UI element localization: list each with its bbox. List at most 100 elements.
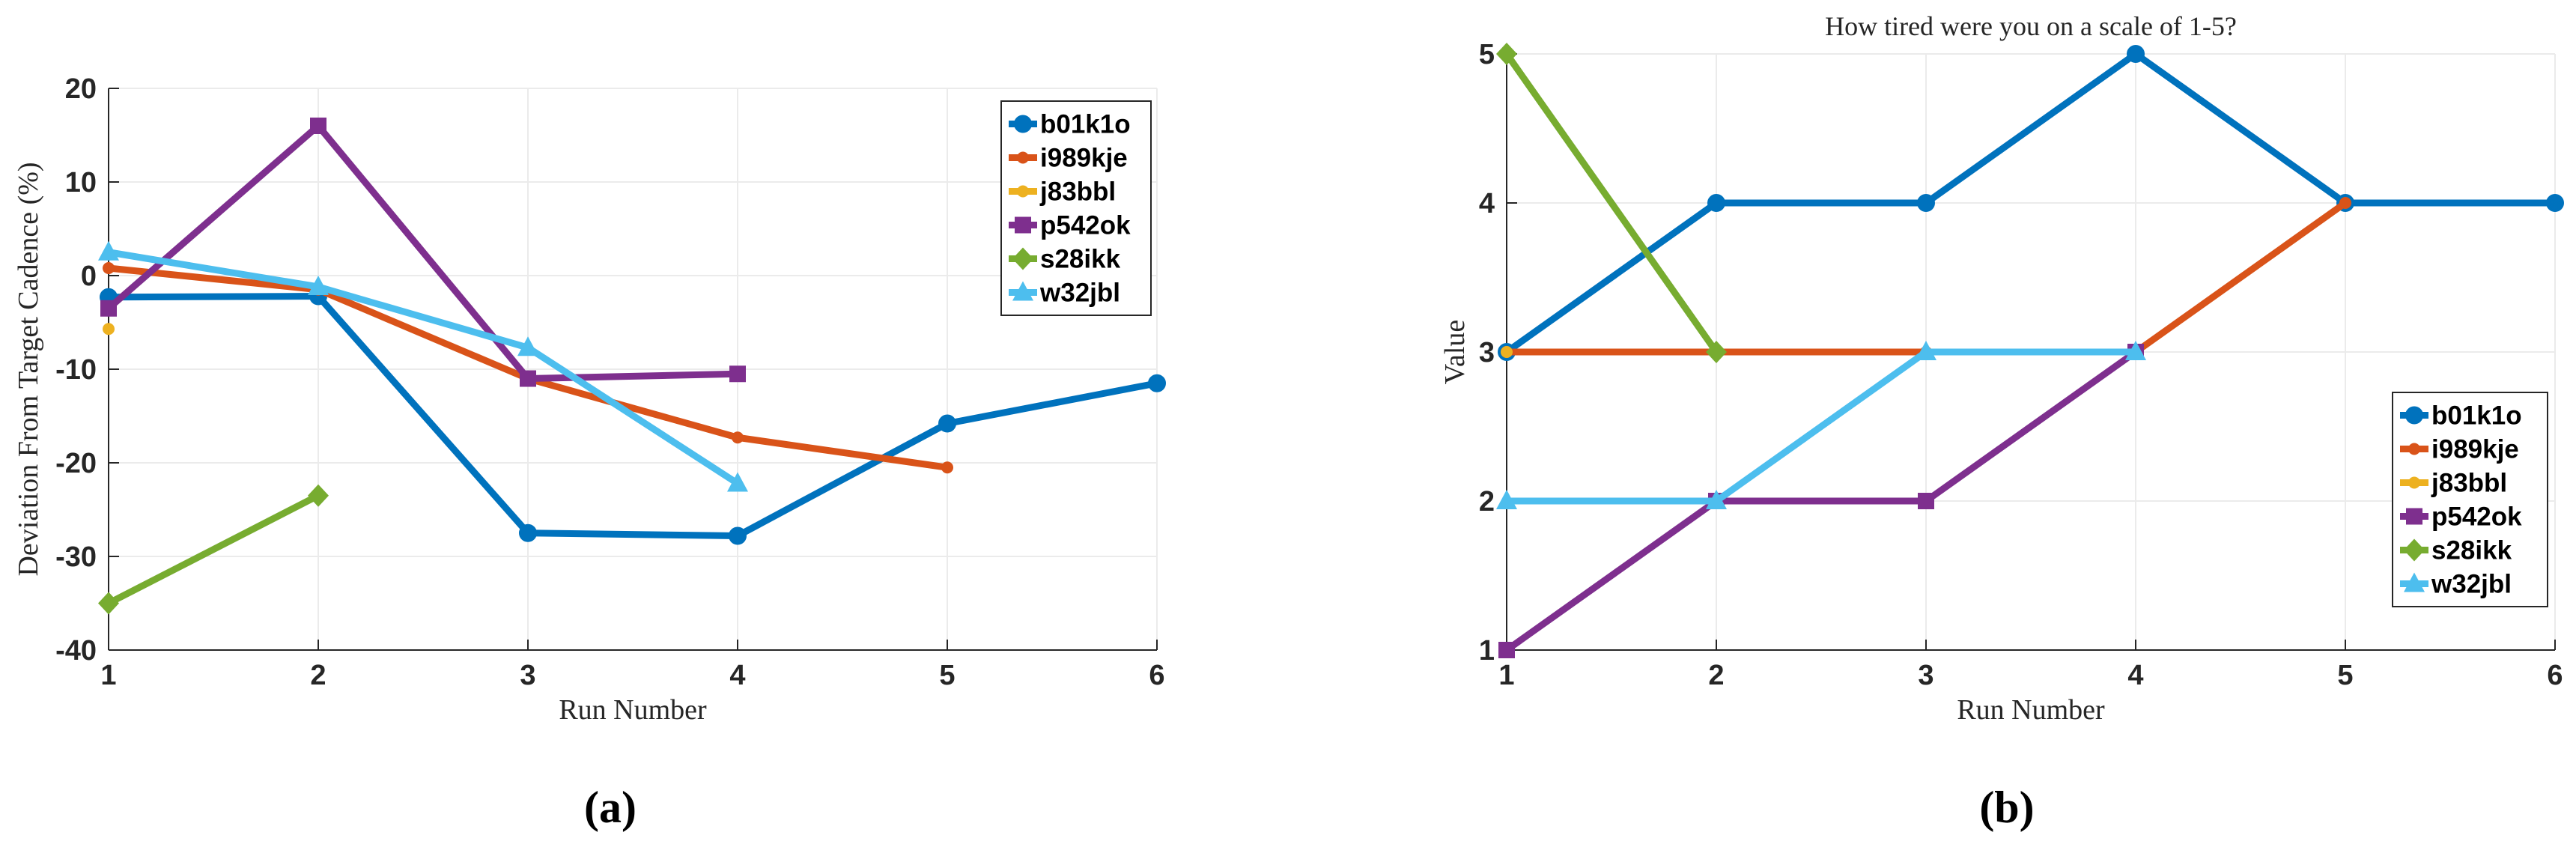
chart-b-series-b01k1o-point-4 <box>2127 45 2145 63</box>
chart-b-legend-item-p542ok-marker <box>2406 508 2422 525</box>
chart-b-series-s28ikk-point-1 <box>1496 43 1517 65</box>
chart-b-legend-item-p542ok-label: p542ok <box>2431 503 2522 532</box>
chart-a-x-axis-label: Run Number <box>559 694 707 726</box>
chart-a-series-w32jbl-point-4 <box>727 472 748 492</box>
chart-a-series-i989kje-point-1 <box>103 262 115 274</box>
chart-a-legend-item-i989kje: i989kje <box>1009 144 1128 173</box>
chart-a-legend-item-j83bbl-marker <box>1017 185 1029 198</box>
chart-a-y-tick-label-5: 10 <box>65 167 97 198</box>
chart-a-series-i989kje-point-5 <box>941 461 953 474</box>
chart-b-series-p542ok-point-1 <box>1498 642 1515 658</box>
chart-a-legend-item-b01k1o-marker <box>1014 115 1032 133</box>
chart-b-legend-item-i989kje-marker <box>2408 443 2420 455</box>
chart-b-legend-item-j83bbl: j83bbl <box>2400 469 2507 498</box>
chart-a-series-i989kje-point-4 <box>732 431 744 444</box>
chart-a-x-tick-label-4: 5 <box>939 660 955 691</box>
chart-a-y-tick-label-2: -20 <box>55 448 97 479</box>
chart-a-y-axis-label: Deviation From Target Cadence (%) <box>13 162 44 576</box>
chart-a-series-s28ikk <box>98 484 329 615</box>
chart-b-caption: (b) <box>1979 783 2034 832</box>
chart-b-y-tick-label-4: 5 <box>1479 39 1495 70</box>
chart-b-y-tick-label-3: 4 <box>1479 188 1495 219</box>
chart-a-series-w32jbl <box>98 240 748 492</box>
chart-a-y-tick-label-6: 20 <box>65 73 97 105</box>
chart-b-legend-item-i989kje: i989kje <box>2400 435 2519 464</box>
chart-b-series-b01k1o-point-2 <box>1707 194 1725 212</box>
chart-b-series-w32jbl-point-4 <box>2125 341 2146 360</box>
chart-b-x-tick-label-1: 2 <box>1708 660 1724 691</box>
chart-b-series-w32jbl-point-1 <box>1496 490 1517 509</box>
chart-a-legend-item-j83bbl-label: j83bbl <box>1039 177 1116 207</box>
chart-b-series-w32jbl-line <box>1503 348 2139 505</box>
chart-b-legend-item-p542ok: p542ok <box>2400 503 2522 532</box>
chart-b-series-j83bbl-point-1 <box>1501 346 1513 358</box>
chart-b-legend-item-w32jbl-label: w32jbl <box>2431 570 2512 599</box>
chart-a-legend-item-p542ok-marker <box>1015 216 1031 234</box>
chart-a-legend-item-s28ikk-marker <box>1012 247 1033 270</box>
chart-b-series-p542ok-line <box>1503 348 2139 654</box>
chart-b-x-tick-label-4: 5 <box>2337 660 2353 691</box>
chart-a-series-p542ok <box>100 118 746 387</box>
chart-a-legend-item-b01k1o: b01k1o <box>1009 110 1131 139</box>
chart-b-series-s28ikk-point-2 <box>1706 341 1727 363</box>
chart-b-series-b01k1o-point-6 <box>2546 194 2564 212</box>
chart-a-series-s28ikk-point-2 <box>308 484 329 507</box>
chart-a-series-p542ok-point-3 <box>520 370 536 387</box>
chart-b-series-w32jbl-point-3 <box>1916 341 1936 360</box>
chart-b: 1 2 3 4 5 6 1 2 3 4 5 Run Number Value How tired were… <box>1439 11 2564 832</box>
chart-b-series-p542ok-point-3 <box>1918 493 1934 509</box>
chart-a-series-j83bbl <box>103 323 115 336</box>
chart-a-series-b01k1o-point-5 <box>938 414 956 433</box>
chart-b-legend-item-s28ikk: s28ikk <box>2400 536 2512 565</box>
chart-b-legend-item-s28ikk-label: s28ikk <box>2431 536 2512 565</box>
chart-a-legend-item-w32jbl-marker <box>1012 281 1033 301</box>
chart-b-series-w32jbl-point-2 <box>1706 490 1727 509</box>
chart-a-series-b01k1o-point-4 <box>729 526 747 545</box>
chart-a-series-p542ok-point-4 <box>729 365 746 383</box>
chart-a: 1 2 3 4 5 6 -40 -30 -20 -10 0 10 20 Run Number Deviati… <box>13 73 1166 832</box>
chart-b-legend-item-w32jbl: w32jbl <box>2400 570 2512 599</box>
chart-b-legend-item-b01k1o: b01k1o <box>2400 401 2522 431</box>
chart-b-legend-item-i989kje-label: i989kje <box>2431 435 2519 464</box>
chart-a-x-tick-label-0: 1 <box>100 660 116 691</box>
chart-a-legend-item-j83bbl: j83bbl <box>1009 177 1116 207</box>
chart-a-legend-item-i989kje-label: i989kje <box>1040 144 1128 173</box>
chart-a-series-j83bbl-point-1 <box>103 323 115 336</box>
chart-b-y-tick-label-0: 1 <box>1479 635 1495 667</box>
chart-b-legend-item-j83bbl-marker <box>2408 476 2420 489</box>
chart-a-legend-item-p542ok-label: p542ok <box>1040 211 1131 240</box>
chart-b-y-tick-label-1: 2 <box>1479 486 1495 517</box>
chart-a-x-tick-label-2: 3 <box>520 660 535 691</box>
chart-a-series-w32jbl-point-1 <box>98 240 119 261</box>
chart-a-y-tick-label-0: -40 <box>55 635 97 667</box>
chart-a-series-w32jbl-line <box>105 249 741 487</box>
chart-a-series-s28ikk-line <box>105 492 322 607</box>
chart-b-y-tick-label-2: 3 <box>1479 337 1495 368</box>
chart-a-x-tick-label-1: 2 <box>310 660 326 691</box>
chart-b-legend-item-b01k1o-marker <box>2405 406 2423 425</box>
chart-b-legend-box <box>2392 392 2548 607</box>
chart-b-x-tick-label-0: 1 <box>1498 660 1514 691</box>
chart-b-series-s28ikk <box>1496 43 1727 363</box>
chart-a-series-p542ok-point-2 <box>310 118 326 134</box>
chart-a-caption: (a) <box>584 783 637 832</box>
chart-b-y-axis-label: Value <box>1439 320 1471 385</box>
chart-a-legend-item-i989kje-marker <box>1017 151 1029 164</box>
chart-b-legend-item-b01k1o-label: b01k1o <box>2431 401 2522 431</box>
chart-b-series-b01k1o-point-3 <box>1917 194 1935 212</box>
chart-a-legend-item-w32jbl-label: w32jbl <box>1039 279 1120 308</box>
chart-a-series-w32jbl-point-3 <box>517 336 538 356</box>
chart-b-x-tick-label-2: 3 <box>1918 660 1933 691</box>
chart-a-y-tick-label-3: -10 <box>55 354 97 386</box>
chart-a-x-tick-label-3: 4 <box>729 660 745 691</box>
chart-a-legend-item-p542ok: p542ok <box>1009 211 1131 240</box>
chart-a-legend-item-s28ikk-label: s28ikk <box>1040 245 1121 274</box>
chart-a-legend-item-s28ikk: s28ikk <box>1009 245 1121 274</box>
chart-a-legend: b01k1o i989kje j83bbl p542ok s28ikk w32jbl <box>1000 100 1152 316</box>
chart-a-series-b01k1o-point-6 <box>1148 374 1166 392</box>
chart-b-series-b01k1o-line <box>1503 50 2559 356</box>
chart-a-series-s28ikk-point-1 <box>98 592 119 615</box>
chart-a-y-tick-label-1: -30 <box>55 541 97 573</box>
chart-b-title: How tired were you on a scale of 1-5? <box>1825 11 2237 41</box>
